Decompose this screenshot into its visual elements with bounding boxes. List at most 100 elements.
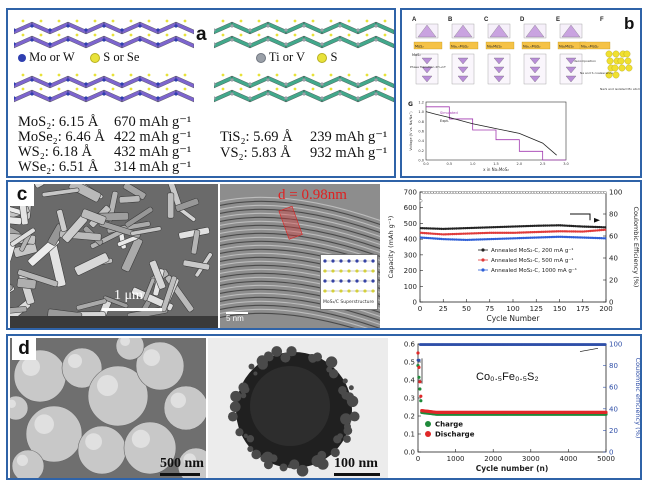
capacity-point [533,236,536,239]
capacity-point [525,236,529,240]
lattice-slab [157,35,177,49]
nanorod [118,195,141,204]
octahedron [565,57,577,65]
ce-point [583,191,588,195]
surface-grain [348,385,354,391]
chalcogen-atom [21,19,25,23]
surface-grain [260,453,269,463]
metal-atom [66,78,70,82]
metal-atom [174,92,178,96]
lattice-slab [14,75,33,89]
capacity-point [583,225,586,228]
capacity-point [553,230,557,233]
capacity-point [512,231,516,235]
capacity-point [507,237,510,240]
surface-grain [243,433,248,438]
capacity-point [523,236,527,240]
capacity-point [514,237,517,240]
capacity-point [566,230,570,233]
y-tick-label: 400 [404,236,417,244]
metal-atom [230,78,234,82]
surface-grain [333,435,342,444]
prop-row: VS₂: 5.83 Å 932 mAh g⁻¹ [220,145,395,161]
phase-box [579,41,611,50]
capacity-point [603,226,607,229]
surface-grain [329,369,339,379]
lattice-fringe [220,292,380,318]
legend-label: S or Se [103,50,140,64]
ce-point [597,191,602,195]
nanorod [41,187,80,198]
surface-grain [248,363,255,370]
lattice-slab [303,35,323,49]
panel-a: a Mo or W S or Se Ti or V S MoS₂ [6,8,396,178]
capacity-point [464,232,467,235]
y2-tick-label: 0 [609,299,613,307]
capacity-point [466,232,469,235]
capacity-point [447,227,451,230]
capacity-point [555,230,558,233]
x-tick-label: 200 [599,305,612,313]
panel-c: c 1 μm d = 0.98nm MoS₂/C Superstructure … [6,180,642,330]
capacity-point [540,236,544,239]
octahedron [565,75,577,83]
left-lattice [14,19,194,49]
na2s-cluster [618,64,626,72]
surface-grain [271,346,283,357]
metal-atom [374,24,378,28]
sphere-highlight [97,375,118,396]
chalcogen-atom [221,87,225,91]
na2s-cluster [612,50,620,58]
capacity-point [421,236,424,239]
lattice-slab [267,89,287,103]
capacity-point [445,233,449,236]
capacity-point [466,238,469,242]
capacity-point [416,351,420,355]
right-lattice [214,19,394,49]
chalcogen-atom [383,87,387,91]
chalcogen-atom [275,73,279,77]
chalcogen-atom [93,73,97,77]
chalcogen-atom [21,73,25,77]
ce-point [427,191,431,195]
metal-atom [66,24,70,28]
chalcogen-atom [111,19,115,23]
chalcogen-atom [129,33,133,37]
surface-grain [342,378,348,384]
surface-grain [287,464,293,469]
x-tick-label: 3.0 [563,162,569,166]
capacity-point [492,231,495,235]
metal-atom [14,28,16,32]
metal-atom [66,92,70,96]
lattice-slab [121,89,141,103]
ce-point [567,191,571,195]
capacity-point [429,232,432,235]
ce-point [430,191,434,195]
sphere-highlight [131,429,150,448]
capacity-point [564,235,568,239]
nanorod [160,275,177,312]
capacity-point [443,233,447,236]
x-tick-label: 0.0 [423,162,429,166]
structure-letter: A [412,17,417,23]
ce-point [494,191,498,195]
capacity-point [518,236,521,240]
surface-grain [349,411,360,422]
y-tick-label: 1.2 [418,101,424,105]
sphere-particle [11,449,45,478]
ce-point [536,191,540,195]
capacity-point [588,229,592,233]
ce-point [556,191,560,195]
surface-grain [308,354,318,363]
ce-point [438,191,443,195]
capacity-point [527,224,531,228]
capacity-point [579,236,583,239]
capacity-point [522,231,525,234]
y-tick-label: 500 [404,220,417,228]
chalcogen-atom [239,87,243,91]
capacity-point [585,225,588,228]
chalcogen-atom [183,33,187,37]
surface-grain [227,411,238,422]
capacity-point [542,236,545,239]
capacity-point [451,238,454,241]
